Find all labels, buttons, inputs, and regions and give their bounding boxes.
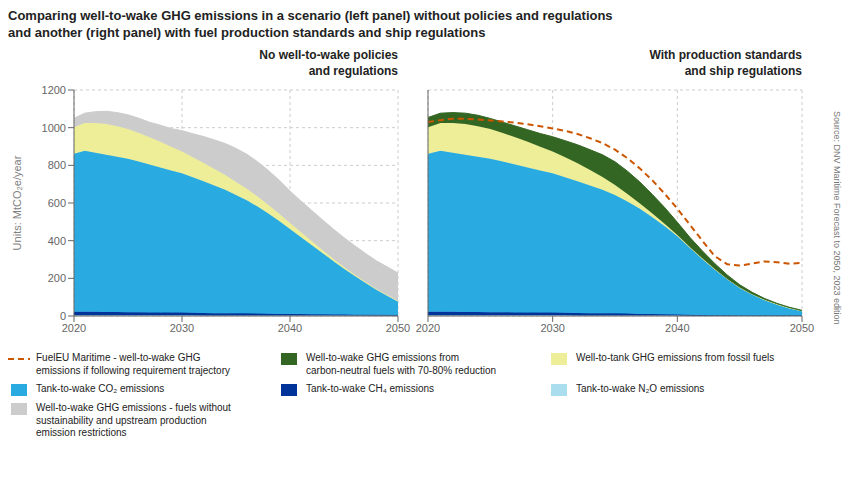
svg-text:2030: 2030 [170, 322, 194, 334]
html-text:Well-to-wake GHG emissions - f: Well-to-wake GHG emissions - fuels witho… [36, 402, 231, 438]
svg-text:2020: 2020 [62, 322, 86, 334]
html-text:Source: DNV Maritime Forecast: Source: DNV Maritime Forecast to 2050, 2… [832, 111, 842, 325]
html-text:Tank-to-wake CO₂ emissions: Tank-to-wake CO₂ emissions [36, 383, 165, 394]
html-text:Well-to-tank GHG emissions fro: Well-to-tank GHG emissions from fossil f… [576, 352, 775, 363]
svg-text:2020: 2020 [416, 322, 440, 334]
svg-text:2050: 2050 [790, 322, 814, 334]
svg-text:2050: 2050 [386, 322, 410, 334]
svg-text:2040: 2040 [665, 322, 689, 334]
html-text:No well-to-wake policies and r: No well-to-wake policies and regulations [259, 48, 398, 78]
svg-text:600: 600 [48, 197, 66, 209]
svg-text:1200: 1200 [42, 84, 66, 96]
svg-text:2040: 2040 [278, 322, 302, 334]
html-text:Well-to-wake GHG emissions fro: Well-to-wake GHG emissions from carbon-n… [306, 352, 497, 376]
svg-text:800: 800 [48, 159, 66, 171]
html-text:Tank-to-wake N₂O emissions: Tank-to-wake N₂O emissions [576, 383, 705, 394]
html-text:With production standards and: With production standards and ship regul… [649, 48, 802, 78]
svg-text:400: 400 [48, 235, 66, 247]
svg-text:Units: MtCO₂e/year: Units: MtCO₂e/year [11, 155, 23, 250]
svg-text:1000: 1000 [42, 122, 66, 134]
html-text:Tank-to-wake CH₄ emissions: Tank-to-wake CH₄ emissions [306, 383, 434, 394]
svg-text:2030: 2030 [540, 322, 564, 334]
html-text:FuelEU Maritime - well-to-wake: FuelEU Maritime - well-to-wake GHG emiss… [36, 352, 230, 376]
svg-text:0: 0 [60, 310, 66, 322]
svg-text:200: 200 [48, 272, 66, 284]
html-text:Comparing well-to-wake GHG emi: Comparing well-to-wake GHG emissions in … [8, 8, 613, 40]
